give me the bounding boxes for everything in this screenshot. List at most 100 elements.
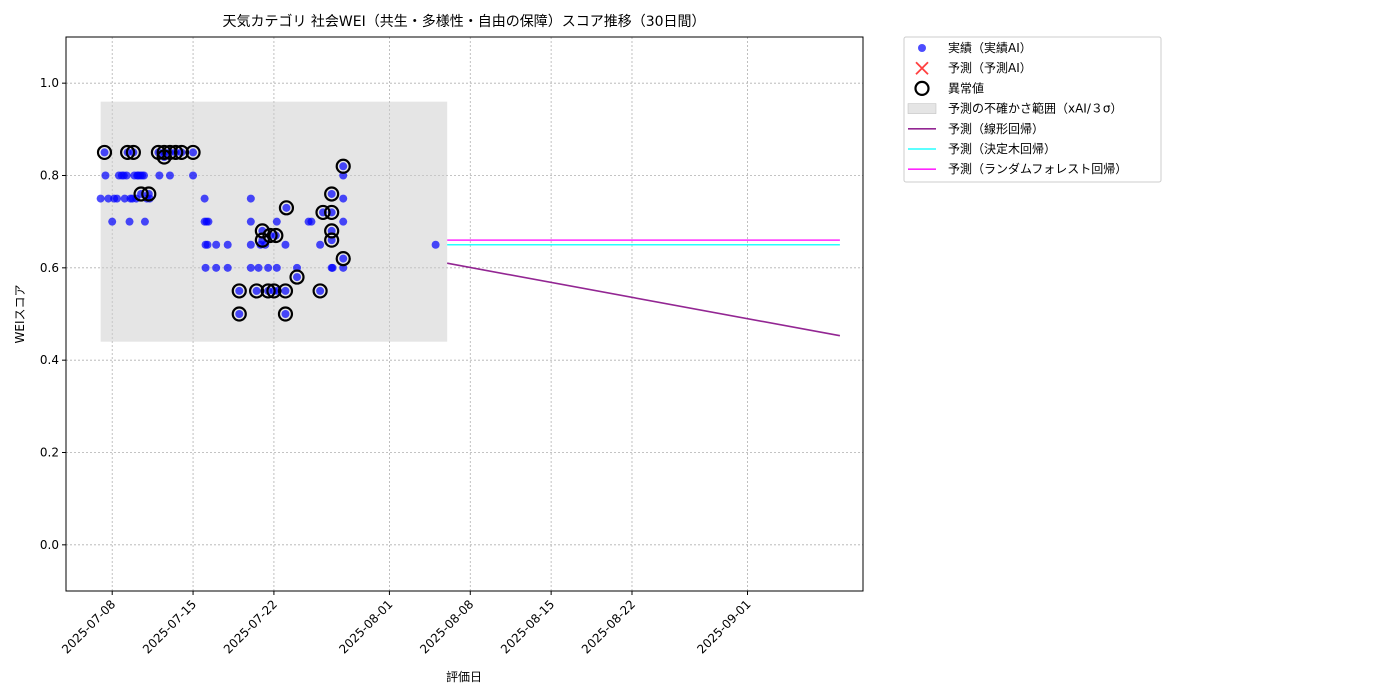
actual-point bbox=[235, 286, 244, 295]
actual-point bbox=[125, 217, 134, 226]
actual-point bbox=[212, 240, 221, 249]
actual-point bbox=[101, 171, 110, 180]
anomaly-point bbox=[96, 144, 113, 161]
actual-point bbox=[100, 148, 109, 157]
legend-box bbox=[903, 36, 1162, 183]
y-tick-label: 0.8 bbox=[40, 169, 59, 183]
legend-label: 予測（決定木回帰） bbox=[948, 141, 1056, 156]
actual-point bbox=[189, 148, 198, 157]
anomaly-point bbox=[162, 144, 178, 161]
actual-point bbox=[104, 194, 113, 203]
anomaly-points bbox=[96, 144, 351, 322]
actual-point bbox=[155, 171, 164, 180]
anomaly-point bbox=[335, 158, 351, 174]
anomaly-point bbox=[248, 283, 265, 299]
x-tick-label: 2025-07-08 bbox=[59, 597, 118, 656]
anomaly-point bbox=[254, 223, 270, 239]
anomaly-point bbox=[312, 283, 328, 299]
anomaly-point bbox=[324, 186, 340, 202]
actual-point bbox=[120, 194, 129, 203]
legend-label: 予測の不確かさ範囲（xAI/３σ） bbox=[948, 101, 1123, 116]
actual-point bbox=[339, 162, 348, 171]
actual-point bbox=[316, 240, 325, 249]
legend-label: 異常値 bbox=[948, 80, 984, 95]
legend-icon-actual bbox=[918, 44, 926, 52]
y-axis: 0.0 0.2 0.4 0.6 0.8 1.0 bbox=[40, 76, 66, 552]
anomaly-point bbox=[120, 144, 136, 161]
anomaly-point bbox=[266, 283, 282, 299]
x-axis: 2025-07-08 2025-07-15 2025-07-22 2025-08-01… bbox=[59, 591, 754, 656]
actual-point bbox=[282, 203, 291, 212]
actual-point bbox=[165, 171, 174, 180]
actual-point bbox=[339, 254, 348, 263]
legend-label: 実績（実績AI） bbox=[948, 40, 1032, 55]
anomaly-point bbox=[324, 223, 340, 239]
actual-point bbox=[139, 171, 148, 180]
actual-point bbox=[246, 217, 255, 226]
actual-point bbox=[281, 286, 290, 295]
actual-point bbox=[223, 240, 232, 249]
series-line-linear bbox=[447, 262, 841, 337]
plot-frame bbox=[65, 36, 864, 592]
anomaly-point bbox=[231, 283, 247, 299]
actual-point bbox=[113, 194, 122, 203]
chart-title: 天気カテゴリ 社会WEI（共生・多様性・自由の保障）スコア推移（30日間） bbox=[222, 13, 705, 30]
actual-point bbox=[235, 310, 244, 318]
actual-point bbox=[201, 263, 210, 272]
actual-point bbox=[307, 217, 316, 226]
actual-point bbox=[254, 263, 263, 272]
actual-point bbox=[108, 217, 117, 226]
actual-point bbox=[140, 217, 149, 226]
actual-point bbox=[122, 171, 131, 180]
legend-label: 予測（線形回帰） bbox=[948, 121, 1044, 136]
actual-point bbox=[339, 217, 348, 226]
y-tick-label: 0.6 bbox=[40, 261, 59, 275]
y-tick-label: 0.4 bbox=[40, 353, 59, 367]
actual-point bbox=[204, 217, 213, 226]
actual-point bbox=[246, 263, 255, 272]
legend-label: 予測（ランダムフォレスト回帰） bbox=[948, 161, 1127, 176]
y-tick-label: 0.2 bbox=[40, 446, 59, 460]
anomaly-point bbox=[133, 186, 149, 202]
anomaly-point bbox=[168, 144, 184, 161]
anomaly-point bbox=[156, 144, 172, 161]
x-tick-label: 2025-08-08 bbox=[417, 597, 476, 656]
actual-point bbox=[327, 189, 336, 198]
actual-point bbox=[246, 240, 255, 249]
anomaly-point bbox=[254, 232, 270, 248]
actual-point bbox=[272, 263, 281, 272]
actual-point bbox=[293, 273, 302, 282]
x-axis-label: 評価日 bbox=[446, 669, 482, 684]
anomaly-point bbox=[289, 269, 305, 285]
actual-point bbox=[246, 194, 255, 203]
anomaly-point bbox=[141, 186, 157, 202]
y-tick-label: 1.0 bbox=[40, 76, 59, 90]
actual-point bbox=[200, 194, 209, 203]
actual-point bbox=[281, 240, 290, 249]
actual-point bbox=[212, 263, 221, 272]
y-axis-label: WEIスコア bbox=[13, 285, 27, 344]
actual-point bbox=[339, 194, 348, 203]
anomaly-point bbox=[315, 204, 331, 221]
anomaly-point bbox=[324, 232, 340, 248]
anomaly-point bbox=[262, 227, 278, 244]
anomaly-point bbox=[277, 283, 294, 299]
actual-point bbox=[281, 310, 290, 318]
anomaly-point bbox=[260, 283, 276, 299]
anomaly-point bbox=[125, 144, 141, 161]
anomaly-point bbox=[185, 144, 201, 161]
actual-point bbox=[431, 240, 440, 249]
actual-point bbox=[189, 171, 198, 180]
anomaly-point bbox=[268, 227, 284, 244]
anomaly-point bbox=[277, 306, 294, 322]
x-tick-label: 2025-08-01 bbox=[336, 597, 395, 656]
actual-point bbox=[96, 194, 105, 203]
legend-label: 予測（予測AI） bbox=[948, 61, 1032, 75]
actual-point bbox=[264, 263, 273, 272]
anomaly-point bbox=[278, 200, 295, 216]
x-tick-label: 2025-08-15 bbox=[498, 597, 557, 656]
x-tick-label: 2025-07-15 bbox=[140, 597, 199, 656]
anomaly-point bbox=[335, 251, 351, 267]
